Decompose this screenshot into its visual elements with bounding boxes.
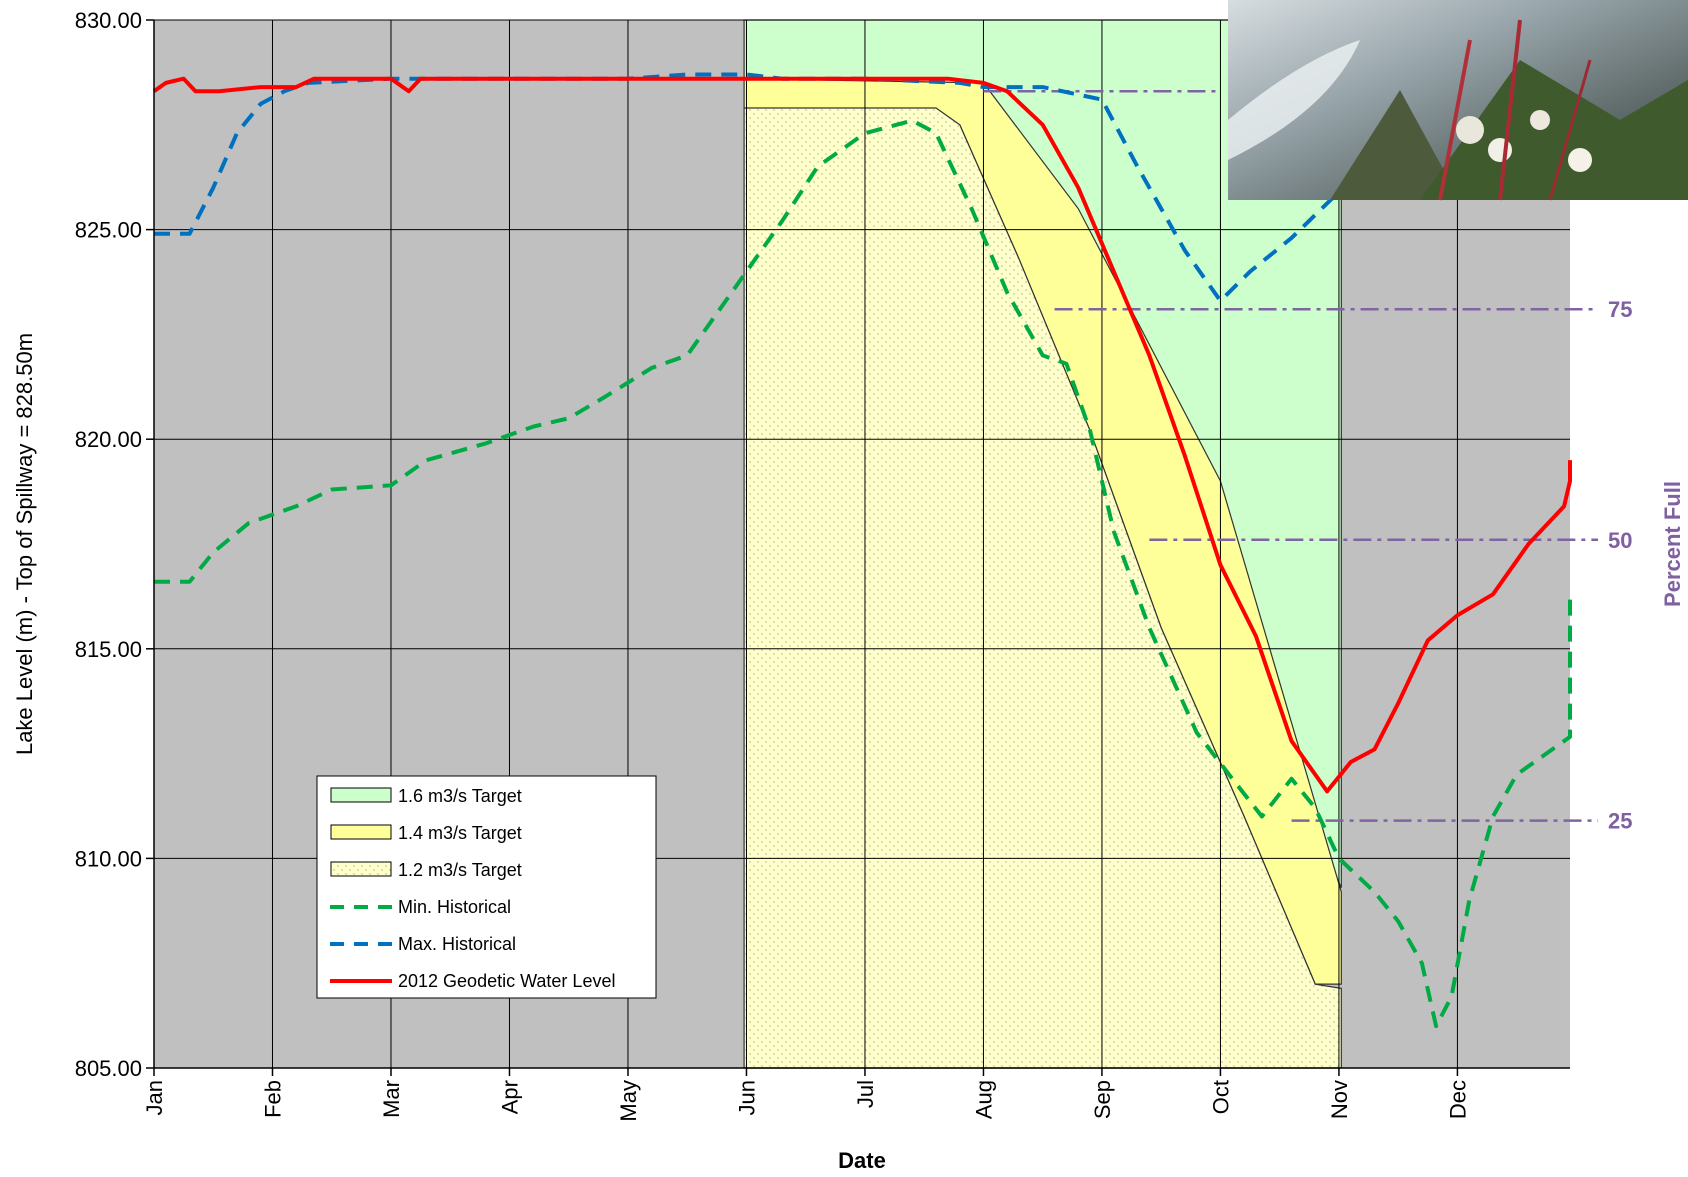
x-tick-label: Apr	[497, 1080, 522, 1114]
x-tick-label: Nov	[1327, 1080, 1352, 1119]
photo-inset	[1228, 0, 1688, 201]
x-tick-label: Aug	[971, 1080, 996, 1119]
legend-label: 1.2 m3/s Target	[398, 860, 522, 880]
x-tick-label: Oct	[1208, 1080, 1233, 1114]
x-tick-label: May	[616, 1080, 641, 1122]
legend-item-1.6-target: 1.6 m3/s Target	[330, 786, 522, 806]
x-tick-label: Mar	[379, 1080, 404, 1118]
legend-label: Min. Historical	[398, 897, 511, 917]
legend-item-1.2-target: 1.2 m3/s Target	[330, 860, 522, 880]
x-tick-label: Sep	[1090, 1080, 1115, 1119]
legend: 1.6 m3/s Target 1.4 m3/s Target 1.2 m3/s…	[316, 775, 657, 999]
x-tick-label: Feb	[260, 1080, 285, 1118]
series-lines	[152, 72, 1572, 1029]
legend-label: 1.4 m3/s Target	[398, 823, 522, 843]
percent-tick-label: 50	[1608, 528, 1632, 553]
line-2012 Geodetic Water Level	[152, 76, 1572, 794]
y-tick-label: 820.00	[75, 427, 142, 452]
x-axis-title: Date	[838, 1148, 886, 1173]
y-tick-label: 830.00	[75, 8, 142, 33]
legend-item-2012-level: 2012 Geodetic Water Level	[330, 971, 615, 991]
y-tick-label: 805.00	[75, 1056, 142, 1081]
legend-label: Max. Historical	[398, 934, 516, 954]
percent-tick-label: 25	[1608, 809, 1632, 834]
y-axis-title: Lake Level (m) - Top of Spillway = 828.5…	[12, 333, 37, 755]
percent-full-lines: 75 50 25	[983, 90, 1632, 834]
legend-item-max-historical: Max. Historical	[330, 934, 516, 954]
line-Min. Historical	[154, 118, 1572, 1029]
y-tick-label: 810.00	[75, 846, 142, 871]
x-tick-label: Jul	[853, 1080, 878, 1108]
percent-tick-label: 75	[1608, 297, 1632, 322]
target-areas	[743, 19, 1342, 1069]
legend-item-min-historical: Min. Historical	[330, 897, 511, 917]
y-tick-label: 825.00	[75, 218, 142, 243]
x-tick-label: Dec	[1445, 1080, 1470, 1119]
legend-label: 1.6 m3/s Target	[398, 786, 522, 806]
x-tick-label: Jun	[734, 1080, 759, 1115]
legend-item-1.4-target: 1.4 m3/s Target	[330, 823, 522, 843]
y-tick-label: 815.00	[75, 637, 142, 662]
legend-label: 2012 Geodetic Water Level	[398, 971, 615, 991]
y2-axis-title: Percent Full	[1660, 481, 1685, 607]
x-tick-label: Jan	[142, 1080, 167, 1115]
